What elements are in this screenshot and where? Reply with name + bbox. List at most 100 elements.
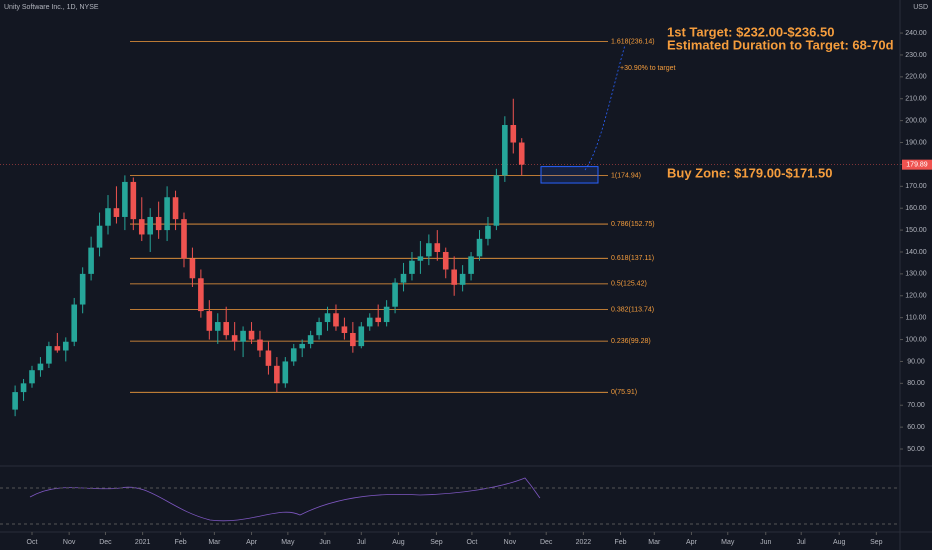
annotation: Estimated Duration to Target: 68-70d [667, 37, 894, 52]
chart-title: Unity Software Inc., 1D, NYSE [4, 4, 99, 11]
candle-body [383, 306, 390, 323]
candle-body [333, 313, 339, 327]
price-label: 179.89 [906, 161, 928, 168]
candle-body [485, 225, 491, 239]
candle-body [409, 260, 415, 274]
candle-body [189, 258, 196, 279]
candle-body [248, 330, 255, 340]
x-tick-label: May [281, 539, 295, 546]
y-tick-label: 50.00 [907, 446, 925, 453]
y-tick-label: 220.00 [905, 74, 927, 81]
y-tick-label: 80.00 [907, 380, 925, 387]
y-tick-label: 60.00 [907, 424, 925, 431]
x-tick-label: Apr [246, 539, 258, 546]
x-tick-label: Oct [466, 539, 477, 546]
candle-body [400, 273, 407, 283]
candle-body [366, 317, 373, 327]
candle-body [502, 125, 508, 176]
fib-label: 0.786(152.75) [611, 221, 655, 228]
x-tick-label: Feb [614, 539, 626, 546]
y-tick-label: 170.00 [905, 183, 927, 190]
candle-body [113, 208, 120, 217]
candle-body [138, 219, 145, 235]
candle-body [316, 322, 322, 336]
annotation: +30.90% to target [620, 65, 676, 72]
candle-body [307, 335, 314, 344]
candle-body [172, 197, 179, 220]
x-tick-label: Jun [319, 539, 330, 546]
fib-label: 0.618(137.11) [611, 255, 654, 262]
candle-body [29, 370, 35, 384]
candle-body [71, 304, 78, 342]
fib-label: 0.5(125.42) [611, 281, 647, 288]
candle-body [88, 247, 94, 274]
candle-body [350, 332, 356, 347]
candle-body [468, 256, 474, 274]
x-tick-label: Mar [648, 539, 661, 546]
projection-line [584, 44, 626, 171]
y-tick-label: 120.00 [905, 293, 927, 300]
y-tick-label: 210.00 [905, 96, 927, 103]
candle-body [164, 197, 170, 231]
fib-label: 0.382(113.74) [611, 306, 654, 313]
x-tick-label: Aug [392, 539, 405, 546]
fib-label: 0(75.91) [611, 389, 637, 396]
candle-body [181, 219, 187, 259]
candle-body [20, 383, 27, 393]
x-tick-label: Sep [430, 539, 443, 546]
candle-body [96, 225, 103, 248]
candle-body [451, 269, 457, 285]
y-tick-label: 140.00 [905, 249, 927, 256]
candle-body [299, 343, 305, 349]
y-tick-label: 150.00 [905, 227, 927, 234]
y-tick-label: 230.00 [905, 52, 927, 59]
candle-body [392, 282, 398, 307]
y-tick-label: 70.00 [907, 402, 925, 409]
candle-body [122, 181, 128, 217]
currency: USD [913, 4, 928, 11]
annotation: Buy Zone: $179.00-$171.50 [667, 165, 832, 180]
candle-body [518, 142, 525, 165]
candle-body [476, 238, 483, 257]
y-tick-label: 160.00 [905, 205, 927, 212]
candle-body [206, 311, 213, 331]
candle-body [155, 216, 162, 231]
y-tick-label: 190.00 [905, 139, 927, 146]
candle-body [290, 348, 297, 362]
x-tick-label: 2021 [135, 539, 151, 546]
y-tick-label: 90.00 [907, 358, 925, 365]
fib-label: 1.618(236.14) [611, 38, 655, 45]
candle-body [62, 341, 69, 351]
candle-body [223, 322, 230, 336]
candle-body [54, 346, 61, 351]
x-tick-label: Dec [99, 539, 112, 546]
candle-body [426, 243, 432, 257]
buy-zone [540, 166, 599, 184]
candle-body [37, 363, 44, 371]
candle-body [105, 208, 111, 226]
x-tick-label: May [721, 539, 735, 546]
candle-body [417, 256, 424, 261]
x-tick-label: Jul [357, 539, 366, 546]
annotation: 1st Target: $232.00-$236.50 [667, 24, 834, 39]
candle-body [198, 278, 204, 312]
candle-body [265, 350, 272, 366]
candle-body [231, 335, 238, 342]
x-tick-label: Oct [27, 539, 38, 546]
y-tick-label: 110.00 [906, 315, 927, 322]
x-tick-label: Dec [540, 539, 553, 546]
candle-body [257, 339, 263, 351]
x-tick-label: Apr [686, 539, 698, 546]
candle-body [214, 322, 221, 331]
x-tick-label: Sep [870, 539, 883, 546]
candle-body [147, 216, 154, 235]
fib-label: 1(174.94) [611, 172, 641, 179]
y-tick-label: 200.00 [905, 117, 927, 124]
y-tick-label: 100.00 [905, 336, 927, 343]
candle-body [358, 326, 365, 347]
candle-body [12, 392, 18, 410]
x-tick-label: Feb [175, 539, 187, 546]
x-tick-label: Nov [504, 539, 517, 546]
candle-body [510, 125, 517, 143]
